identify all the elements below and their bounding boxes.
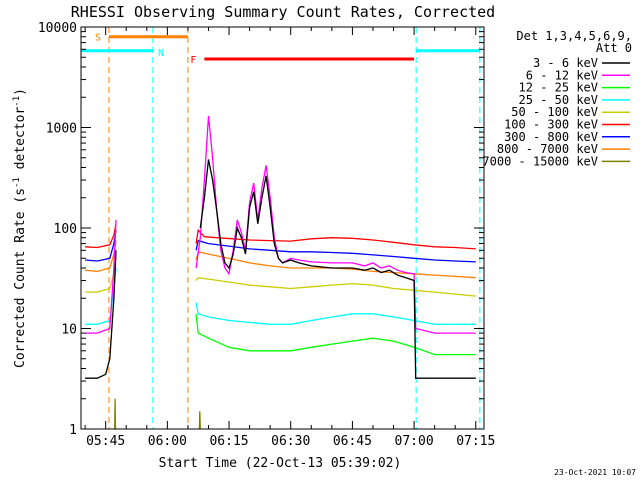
y-axis-label-sup2: -1: [12, 96, 22, 107]
series-group: [85, 115, 476, 430]
plot-frame: [80, 26, 485, 430]
series-line-300-800-kev: [85, 230, 476, 263]
x-tick-label-5: 07:00: [395, 434, 434, 449]
y-tick-label-1: 10: [61, 323, 77, 338]
flag-label-s-0: S: [95, 33, 101, 44]
series-line-25-50-kev: [85, 267, 476, 325]
x-tick-label-3: 06:30: [271, 434, 310, 449]
chart-title: RHESSI Observing Summary Count Rates, Co…: [71, 3, 495, 21]
y-axis-label: Corrected Count Rate (s-1 detector-1): [12, 88, 28, 368]
x-tick-label-1: 06:00: [148, 434, 187, 449]
y-axis-label-end: ): [13, 88, 28, 96]
legend-header-detectors: Det 1,3,4,5,6,9,: [516, 29, 632, 43]
series-line-12-25-kev: [195, 313, 476, 356]
x-tick-label-4: 06:45: [333, 434, 372, 449]
x-axis-label: Start Time (22-Oct-13 05:39:02): [159, 456, 402, 471]
x-tick-label-0: 05:45: [86, 434, 125, 449]
series-line-7000-15000-kev: [114, 398, 201, 430]
y-axis-ticks: 1 10 100 1000 10000: [38, 21, 484, 438]
legend-label-7000-15000-kev: 7000 - 15000 keV: [482, 154, 598, 168]
legend-label-300-800-kev: 300 - 800 keV: [504, 130, 598, 144]
series-line-6-12-kev: [85, 115, 476, 334]
legend-label-6-12-kev: 6 - 12 keV: [526, 68, 598, 82]
series-line-100-300-kev: [85, 223, 476, 250]
legend-label-50-100-kev: 50 - 100 keV: [511, 105, 598, 119]
y-tick-label-0: 1: [69, 423, 77, 438]
y-axis-label-main: Corrected Count Rate (s: [13, 188, 28, 368]
legend-label-25-50-kev: 25 - 50 keV: [519, 93, 598, 107]
x-tick-label-2: 06:15: [209, 434, 248, 449]
x-tick-label-6: 07:15: [456, 434, 495, 449]
legend-label-3-6-kev: 3 - 6 keV: [533, 56, 598, 70]
y-axis-label-mid: detector: [13, 107, 28, 178]
series-line-3-6-kev: [85, 159, 476, 379]
x-axis-ticks: 05:45 06:00 06:15 06:30 06:45 07:00 07:15: [84, 27, 495, 449]
series-line-50-100-kev: [85, 258, 476, 297]
y-tick-label-2: 100: [54, 222, 77, 237]
legend-label-800-7000-kev: 800 - 7000 keV: [497, 142, 598, 156]
y-tick-label-3: 1000: [46, 122, 77, 137]
legend-label-12-25-kev: 12 - 25 keV: [519, 81, 598, 95]
flag-label-f-3: F: [190, 55, 196, 66]
observing-flags: SNNF: [80, 27, 481, 429]
date-stamp: 23-Oct-2021 10:07: [554, 468, 636, 477]
y-axis-label-sup1: -1: [12, 177, 22, 188]
flag-label-n-1: N: [158, 48, 164, 59]
legend-header-attenuator: Att 0: [596, 41, 632, 55]
legend-label-100-300-kev: 100 - 300 keV: [504, 118, 598, 132]
y-tick-label-4: 10000: [38, 21, 77, 36]
